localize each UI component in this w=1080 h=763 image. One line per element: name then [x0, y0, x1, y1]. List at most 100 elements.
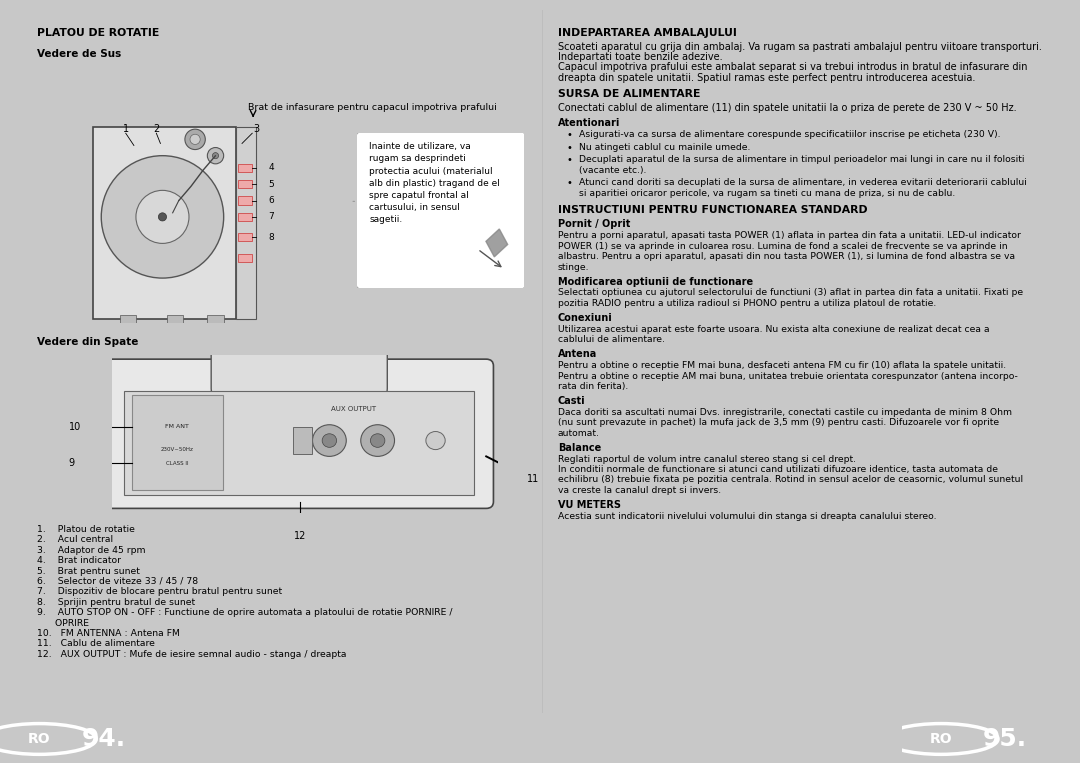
Text: Indepartati toate benzile adezive.: Indepartati toate benzile adezive.	[557, 52, 723, 62]
Text: dreapta din spatele unitatii. Spatiul ramas este perfect pentru introducerea ace: dreapta din spatele unitatii. Spatiul ra…	[557, 72, 975, 83]
Polygon shape	[486, 229, 508, 257]
Bar	[293, 427, 312, 454]
Bar	[238, 253, 253, 262]
Text: 9.    AUTO STOP ON - OFF : Functiune de oprire automata a platoului de rotatie P: 9. AUTO STOP ON - OFF : Functiune de opr…	[37, 608, 453, 617]
Text: Pentru a obtine o receptie AM mai buna, unitatea trebuie orientata corespunzator: Pentru a obtine o receptie AM mai buna, …	[557, 372, 1017, 381]
Text: 94.: 94.	[81, 727, 125, 751]
Text: 2: 2	[153, 124, 160, 134]
Text: 12.   AUX OUTPUT : Mufe de iesire semnal audio - stanga / dreapta: 12. AUX OUTPUT : Mufe de iesire semnal a…	[37, 650, 347, 658]
Text: 7.    Dispozitiv de blocare pentru bratul pentru sunet: 7. Dispozitiv de blocare pentru bratul p…	[37, 588, 282, 597]
Text: RO: RO	[28, 732, 51, 746]
Text: Pentru a porni aparatul, apasati tasta POWER (1) aflata in partea din fata a uni: Pentru a porni aparatul, apasati tasta P…	[557, 231, 1021, 240]
Bar	[207, 315, 224, 323]
Text: Inainte de utilizare, va
rugam sa desprindeti
protectia acului (materialul
alb d: Inainte de utilizare, va rugam sa despri…	[369, 143, 500, 224]
Text: In conditii normale de functionare si atunci cand utilizati difuzoare identice, : In conditii normale de functionare si at…	[557, 465, 998, 474]
Text: PLATOU DE ROTATIE: PLATOU DE ROTATIE	[37, 27, 160, 37]
Circle shape	[322, 434, 337, 447]
FancyBboxPatch shape	[93, 127, 235, 319]
Text: va creste la canalul drept si invers.: va creste la canalul drept si invers.	[557, 486, 720, 494]
FancyBboxPatch shape	[105, 359, 494, 508]
Text: Selectati optiunea cu ajutorul selectorului de functiuni (3) aflat in partea din: Selectati optiunea cu ajutorul selectoru…	[557, 288, 1023, 298]
Text: Atentionari: Atentionari	[557, 118, 620, 127]
Text: Casti: Casti	[557, 396, 585, 406]
Text: Asigurati-va ca sursa de alimentare corespunde specificatiilor inscrise pe etich: Asigurati-va ca sursa de alimentare core…	[579, 130, 1000, 139]
Text: 3.    Adaptor de 45 rpm: 3. Adaptor de 45 rpm	[37, 546, 146, 555]
Text: OPRIRE: OPRIRE	[37, 619, 90, 628]
Text: Vedere din Spate: Vedere din Spate	[37, 337, 138, 347]
Text: SURSA DE ALIMENTARE: SURSA DE ALIMENTARE	[557, 89, 700, 99]
Text: Pornit / Oprit: Pornit / Oprit	[557, 220, 630, 230]
Text: Vedere de Sus: Vedere de Sus	[37, 49, 121, 59]
Text: INSTRUCTIUNI PENTRU FUNCTIONAREA STANDARD: INSTRUCTIUNI PENTRU FUNCTIONAREA STANDAR…	[557, 205, 867, 215]
Text: si aparitiei oricaror pericole, va rugam sa tineti cu mana de priza, si nu de ca: si aparitiei oricaror pericole, va rugam…	[579, 188, 955, 198]
Bar	[238, 164, 253, 172]
Text: 1: 1	[123, 124, 129, 134]
Text: AUX OUTPUT: AUX OUTPUT	[330, 406, 376, 412]
Text: (nu sunt prevazute in pachet) la mufa jack de 3,5 mm (9) pentru casti. Difuzoare: (nu sunt prevazute in pachet) la mufa ja…	[557, 418, 999, 427]
Text: 11: 11	[527, 474, 540, 484]
Text: rata din ferita).: rata din ferita).	[557, 382, 627, 391]
Text: 8.    Sprijin pentru bratul de sunet: 8. Sprijin pentru bratul de sunet	[37, 597, 195, 607]
Text: albastru. Pentru a opri aparatul, apasati din nou tasta POWER (1), si lumina de : albastru. Pentru a opri aparatul, apasat…	[557, 253, 1015, 261]
Bar	[124, 391, 474, 495]
Text: Nu atingeti cablul cu mainile umede.: Nu atingeti cablul cu mainile umede.	[579, 143, 750, 152]
Text: 5.    Brat pentru sunet: 5. Brat pentru sunet	[37, 566, 140, 575]
Text: Reglati raportul de volum intre canalul stereo stang si cel drept.: Reglati raportul de volum intre canalul …	[557, 455, 855, 463]
Text: Modificarea optiunii de functionare: Modificarea optiunii de functionare	[557, 276, 753, 287]
Bar	[132, 395, 224, 491]
Text: 95.: 95.	[983, 727, 1027, 751]
Text: Atunci cand doriti sa decuplati de la sursa de alimentare, in vederea evitarii d: Atunci cand doriti sa decuplati de la su…	[579, 179, 1026, 187]
Bar	[166, 315, 183, 323]
FancyBboxPatch shape	[212, 343, 388, 398]
Text: Balance: Balance	[557, 443, 600, 452]
Text: 12: 12	[294, 531, 307, 541]
Bar	[238, 213, 253, 221]
Text: 4: 4	[269, 163, 274, 172]
Text: 11.   Cablu de alimentare: 11. Cablu de alimentare	[37, 639, 156, 649]
Text: Decuplati aparatul de la sursa de alimentare in timpul perioadelor mai lungi in : Decuplati aparatul de la sursa de alimen…	[579, 155, 1024, 164]
Circle shape	[370, 434, 384, 447]
Text: 1.    Platou de rotatie: 1. Platou de rotatie	[37, 525, 135, 534]
Text: Pentru a obtine o receptie FM mai buna, desfaceti antena FM cu fir (10) aflata l: Pentru a obtine o receptie FM mai buna, …	[557, 361, 1005, 370]
Circle shape	[102, 156, 224, 278]
Text: Capacul impotriva prafului este ambalat separat si va trebui introdus in bratul : Capacul impotriva prafului este ambalat …	[557, 63, 1027, 72]
Bar	[238, 233, 253, 241]
Circle shape	[361, 425, 394, 456]
Text: FM ANT: FM ANT	[165, 424, 189, 430]
Text: (vacante etc.).: (vacante etc.).	[579, 166, 646, 175]
Text: Utilizarea acestui aparat este foarte usoara. Nu exista alta conexiune de realiz: Utilizarea acestui aparat este foarte us…	[557, 325, 989, 333]
Circle shape	[136, 190, 189, 243]
Text: 6.    Selector de viteze 33 / 45 / 78: 6. Selector de viteze 33 / 45 / 78	[37, 577, 199, 586]
Circle shape	[159, 213, 166, 221]
Bar	[120, 315, 136, 323]
Text: 6: 6	[269, 196, 274, 205]
FancyBboxPatch shape	[355, 131, 526, 289]
Text: 7: 7	[269, 212, 274, 221]
Text: Acestia sunt indicatorii nivelului volumului din stanga si dreapta canalului ste: Acestia sunt indicatorii nivelului volum…	[557, 512, 936, 520]
Text: automat.: automat.	[557, 429, 599, 438]
Text: 2.    Acul central: 2. Acul central	[37, 536, 113, 544]
Text: Antena: Antena	[557, 349, 597, 359]
Text: Conexiuni: Conexiuni	[557, 313, 612, 323]
Text: 9: 9	[69, 458, 75, 468]
Text: •: •	[566, 130, 572, 140]
Text: echilibru (8) trebuie fixata pe pozitia centrala. Rotind in sensul acelor de cea: echilibru (8) trebuie fixata pe pozitia …	[557, 475, 1023, 485]
Bar	[238, 180, 253, 188]
Text: Daca doriti sa ascultati numai Dvs. inregistrarile, conectati castile cu impedan: Daca doriti sa ascultati numai Dvs. inre…	[557, 407, 1012, 417]
Text: •: •	[566, 155, 572, 166]
Text: 5: 5	[269, 180, 274, 188]
Bar	[235, 127, 256, 319]
Text: POWER (1) se va aprinde in culoarea rosu. Lumina de fond a scalei de frecvente s: POWER (1) se va aprinde in culoarea rosu…	[557, 242, 1008, 251]
Bar	[238, 197, 253, 204]
Text: RO: RO	[930, 732, 953, 746]
Text: Conectati cablul de alimentare (11) din spatele unitatii la o priza de perete de: Conectati cablul de alimentare (11) din …	[557, 103, 1016, 113]
Circle shape	[190, 134, 200, 144]
Text: cablului de alimentare.: cablului de alimentare.	[557, 335, 664, 344]
Text: CLASS II: CLASS II	[166, 461, 189, 465]
Circle shape	[213, 153, 218, 159]
Circle shape	[426, 432, 445, 449]
Text: VU METERS: VU METERS	[557, 500, 621, 510]
Circle shape	[185, 129, 205, 150]
Text: Scoateti aparatul cu grija din ambalaj. Va rugam sa pastrati ambalajul pentru vi: Scoateti aparatul cu grija din ambalaj. …	[557, 41, 1041, 52]
Text: 8: 8	[269, 233, 274, 242]
